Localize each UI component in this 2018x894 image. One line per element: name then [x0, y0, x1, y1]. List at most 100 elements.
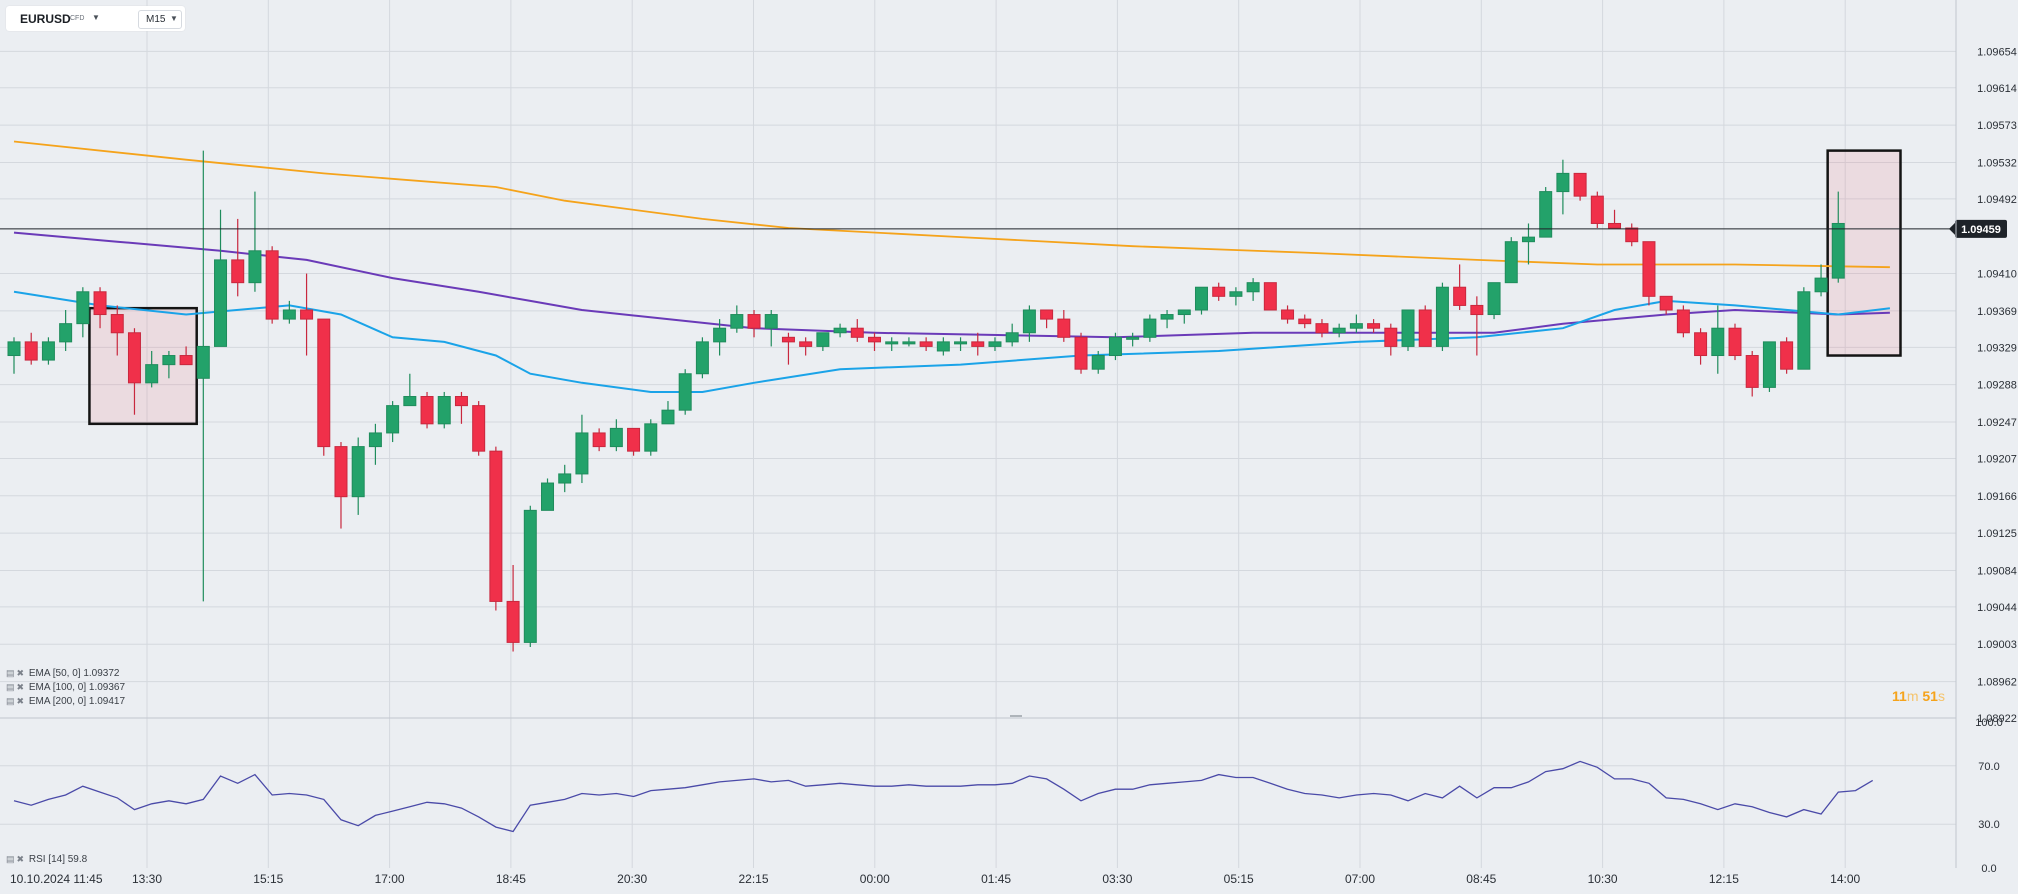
legend-ema100[interactable]: ▤ ✖ EMA [100, 0] 1.09367 [6, 682, 125, 693]
candle [919, 337, 933, 351]
candle [1194, 286, 1208, 315]
y-tick-label: 1.09247 [1977, 417, 2017, 429]
bull-candle-body [196, 345, 210, 379]
symbol-dropdown-icon[interactable]: ▼ [92, 13, 100, 22]
bear-candle-body [506, 600, 520, 643]
legend-rsi[interactable]: ▤ ✖ RSI [14] 59.8 [6, 854, 87, 865]
bull-candle-body [1539, 191, 1553, 238]
bear-candle-body [781, 336, 795, 343]
bull-candle-body [386, 405, 400, 434]
bear-candle-body [1608, 222, 1622, 229]
candle [954, 337, 968, 351]
bear-candle-body [1470, 304, 1484, 316]
bull-candle-body [1797, 291, 1811, 370]
bull-candle-body [902, 341, 916, 345]
bull-candle-body [1022, 309, 1036, 334]
chevron-down-icon: ▼ [170, 14, 178, 23]
bull-candle-body [1160, 314, 1174, 320]
rsi-line [13, 760, 1874, 833]
bear-candle-body [1263, 282, 1277, 311]
candle-countdown: 11m 51s [1892, 688, 1945, 704]
bull-candle-body [368, 432, 382, 448]
legend-ema50[interactable]: ▤ ✖ EMA [50, 0] 1.09372 [6, 668, 119, 679]
bull-candle-body [282, 309, 296, 320]
y-tick-label: 1.09044 [1977, 602, 2017, 614]
legend-ema50-label: EMA [50, 0] 1.09372 [28, 668, 120, 679]
candle [1556, 159, 1570, 215]
bull-candle-body [403, 396, 417, 407]
close-icon[interactable]: ✖ [16, 854, 25, 864]
symbol-name[interactable]: EURUSD [20, 12, 71, 26]
candle [1453, 264, 1467, 310]
candle [1349, 314, 1363, 333]
candle [1108, 332, 1122, 361]
candle [127, 328, 141, 415]
bear-candle-body [1745, 355, 1759, 388]
candle [265, 246, 279, 324]
candle [110, 305, 124, 356]
bull-candle-body [954, 341, 968, 345]
candle [833, 323, 847, 338]
close-icon[interactable]: ✖ [16, 668, 25, 678]
bull-candle-body [1126, 336, 1140, 340]
settings-icon[interactable]: ▤ [6, 854, 15, 864]
settings-icon[interactable]: ▤ [6, 696, 15, 706]
candle [523, 505, 537, 647]
bear-candle-body [334, 446, 348, 498]
close-icon[interactable]: ✖ [16, 682, 25, 692]
bull-candle-body [609, 427, 623, 448]
y-tick-label: 1.09207 [1977, 453, 2017, 465]
y-tick-label: 1.09125 [1977, 528, 2017, 540]
y-tick-label: 1.09410 [1977, 269, 2017, 281]
bull-candle-body [1194, 286, 1208, 311]
legend-rsi-label: RSI [14] 59.8 [28, 854, 88, 865]
close-icon[interactable]: ✖ [16, 696, 25, 706]
bull-candle-body [1332, 327, 1346, 334]
settings-icon[interactable]: ▤ [6, 668, 15, 678]
bull-candle-body [541, 482, 555, 511]
candle [334, 442, 348, 529]
bear-candle-body [592, 432, 606, 448]
candle [1762, 341, 1776, 392]
timeframe-select[interactable]: M15 ▼ [138, 10, 182, 29]
bear-candle-body [1625, 227, 1639, 243]
y-tick-label: 1.09492 [1977, 194, 2017, 206]
bull-candle-body [1005, 332, 1019, 343]
candle [1487, 282, 1501, 320]
candle [644, 419, 658, 456]
bull-candle-body [1349, 323, 1363, 329]
candle [868, 332, 881, 351]
candle [1126, 332, 1140, 347]
bear-candle-body [472, 405, 486, 452]
x-tick-label: 08:45 [1466, 872, 1496, 886]
candle [541, 478, 555, 511]
bear-candle-body [1367, 323, 1381, 329]
bull-candle-body [661, 409, 675, 425]
bear-candle-body [420, 396, 434, 425]
y-tick-label: 1.08962 [1977, 677, 2017, 689]
y-tick-label: 1.08922 [1977, 713, 2017, 725]
candle [472, 401, 486, 456]
bull-candle-body [162, 355, 176, 366]
candle [575, 414, 589, 484]
bear-candle-body [1074, 336, 1088, 370]
candle [661, 401, 675, 425]
bear-candle-body [850, 327, 864, 338]
legend-ema200[interactable]: ▤ ✖ EMA [200, 0] 1.09417 [6, 696, 125, 707]
bull-candle-body [248, 250, 262, 284]
candle [1694, 328, 1708, 365]
bull-candle-body [936, 341, 950, 352]
candle [1040, 309, 1054, 329]
candle [799, 337, 813, 356]
bear-candle-body [1453, 286, 1467, 306]
bear-candle-body [1212, 286, 1226, 297]
bear-candle-body [1384, 327, 1398, 347]
countdown-minutes: 11 [1892, 688, 1907, 704]
bull-candle-body [1521, 236, 1535, 243]
settings-icon[interactable]: ▤ [6, 682, 15, 692]
bull-candle-body [1814, 277, 1828, 293]
legend-ema100-label: EMA [100, 0] 1.09367 [28, 682, 126, 693]
candle [1298, 314, 1312, 329]
candle [971, 332, 985, 356]
